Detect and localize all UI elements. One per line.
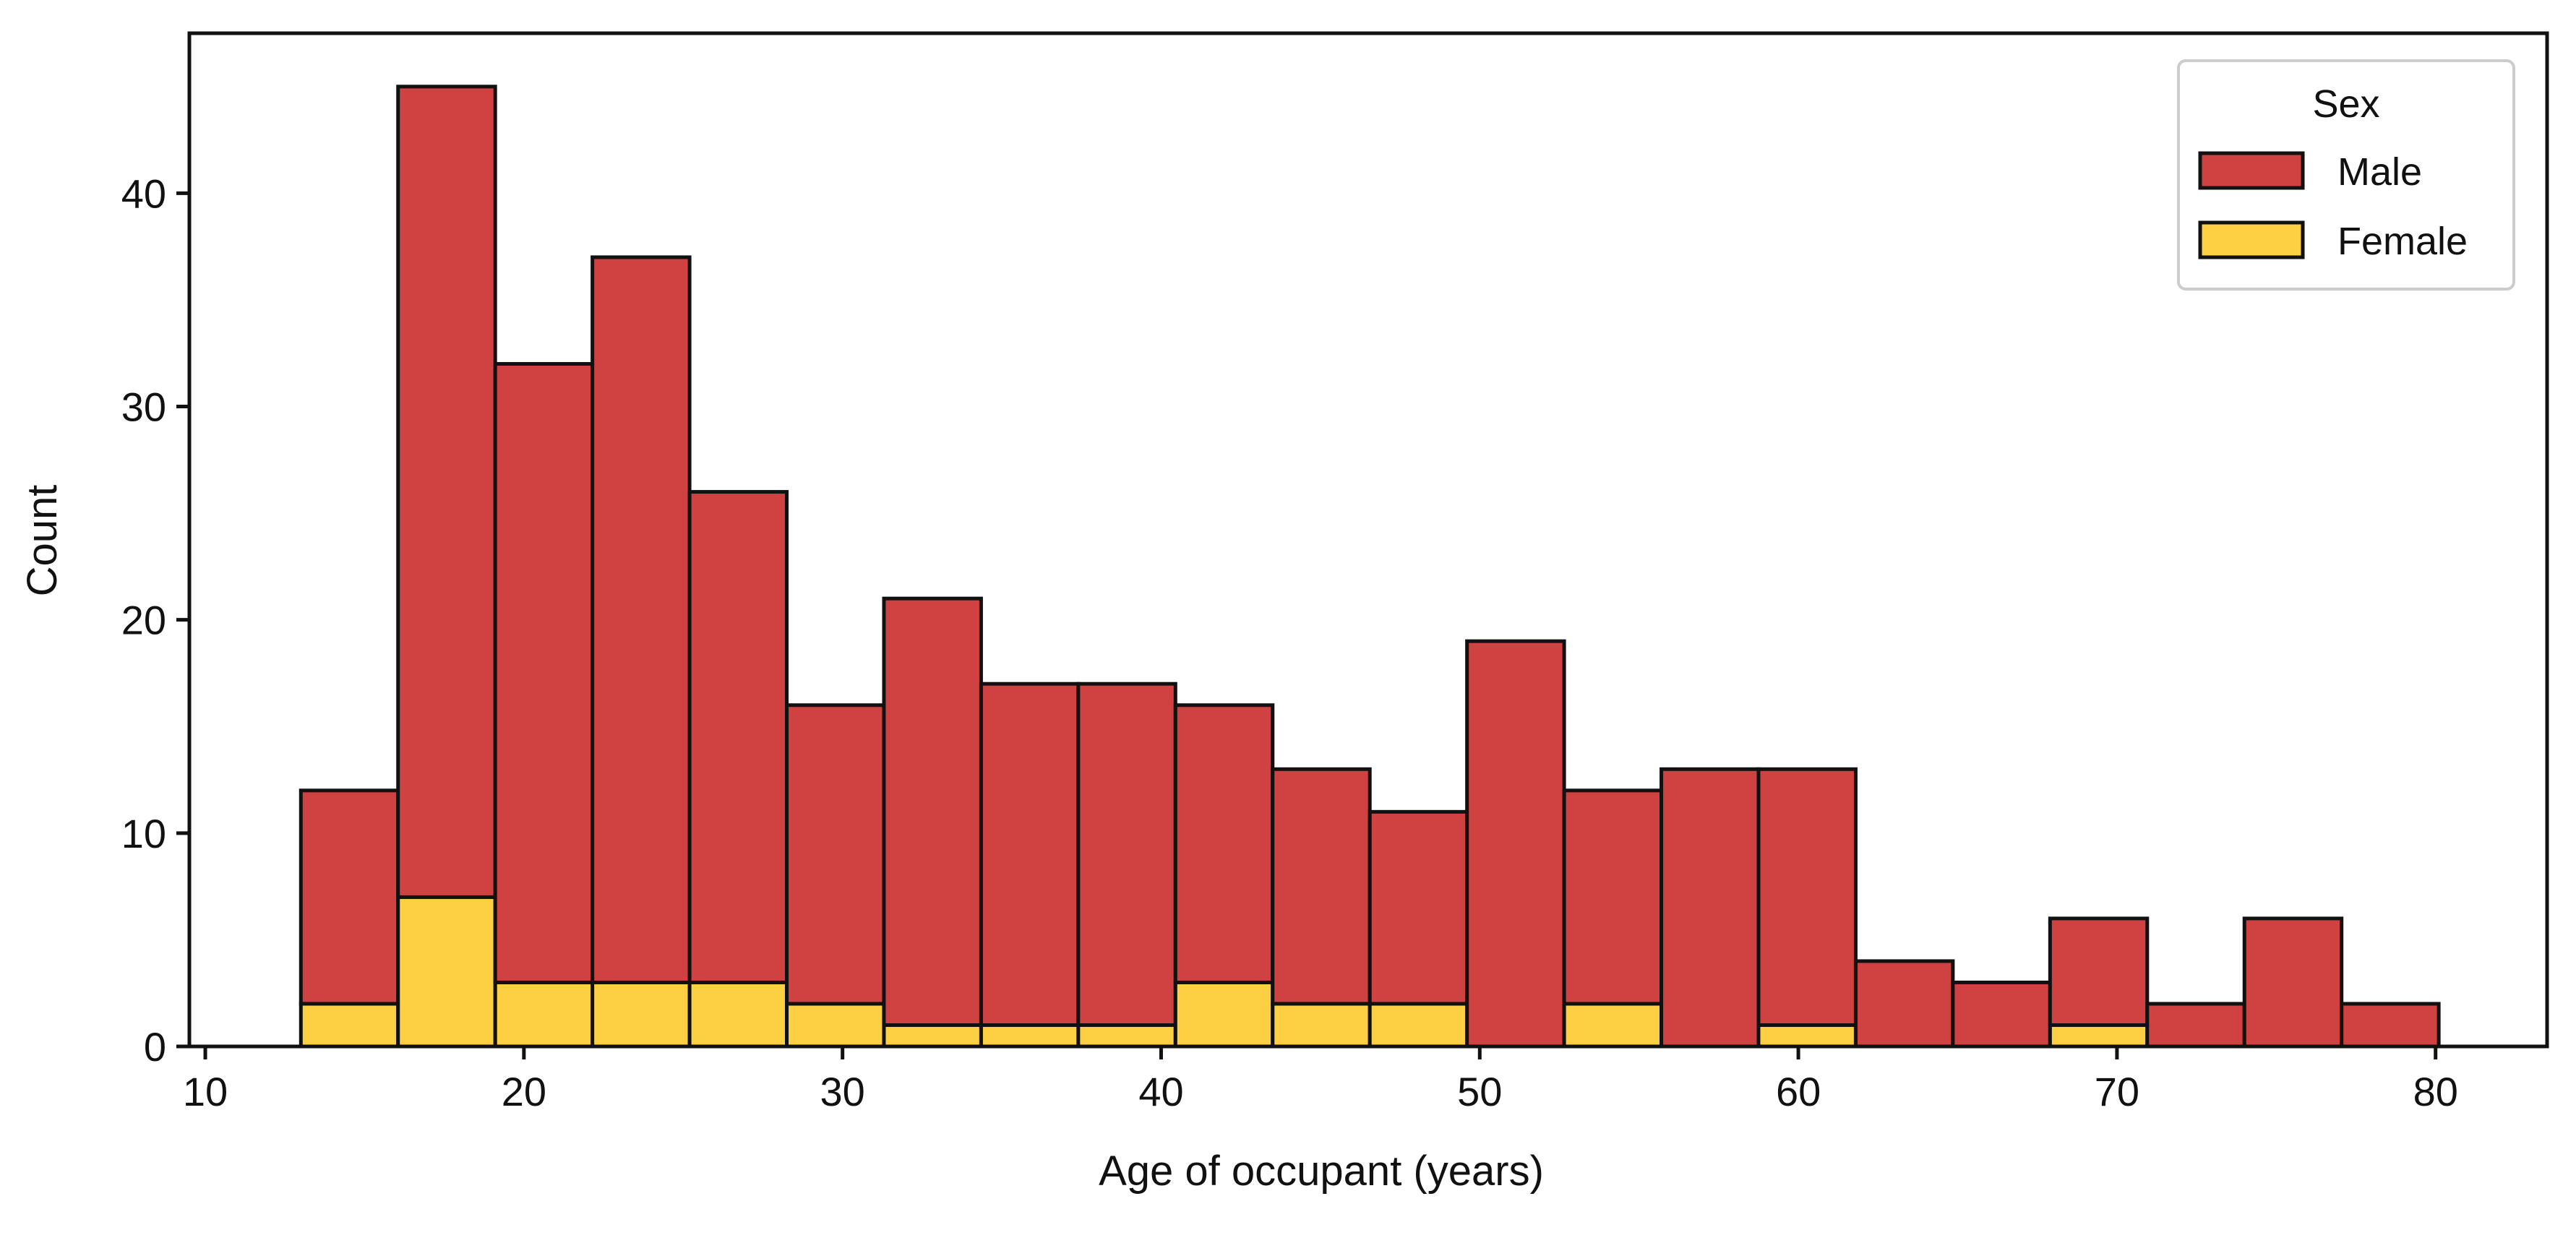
bar-female-13	[1562, 1002, 1664, 1049]
bar-male-11	[1368, 809, 1469, 1006]
y-tick-label: 30	[121, 384, 166, 430]
y-tick-label: 10	[121, 811, 166, 856]
bar-male-19	[2145, 1002, 2246, 1049]
bar-male-3	[591, 255, 692, 984]
x-tick-label: 10	[183, 1069, 228, 1114]
x-axis-label: Age of occupant (years)	[1099, 1148, 1544, 1195]
x-tick-label: 60	[1776, 1069, 1821, 1114]
legend-label-female: Female	[2337, 220, 2468, 263]
bar-female-9	[1173, 980, 1275, 1049]
x-tick-label: 80	[2413, 1069, 2458, 1114]
x-axis: 10 20 30 40 50 60 70 80	[183, 1046, 2458, 1114]
bar-male-20	[2242, 916, 2344, 1049]
y-tick-label: 40	[121, 171, 166, 216]
legend-title: Sex	[2312, 82, 2379, 126]
legend-swatch-male	[2198, 151, 2305, 190]
bar-male-17	[1951, 980, 2052, 1049]
bar-male-14	[1660, 767, 1761, 1049]
y-tick-label: 0	[144, 1024, 166, 1070]
bar-female-7	[979, 1023, 1081, 1049]
bar-male-13	[1562, 788, 1664, 1006]
bar-female-2	[493, 980, 595, 1049]
bar-male-6	[882, 596, 983, 1027]
legend: Sex Male Female	[2177, 59, 2515, 291]
bar-female-1	[396, 895, 497, 1049]
bar-female-0	[299, 1002, 400, 1049]
bar-female-11	[1368, 1002, 1469, 1049]
y-axis-label: Count	[19, 485, 66, 597]
bar-female-3	[591, 980, 692, 1049]
legend-swatch-female	[2198, 220, 2305, 259]
bar-male-21	[2340, 1002, 2441, 1049]
bar-male-10	[1271, 767, 1372, 1006]
bar-male-0	[299, 788, 400, 1006]
bar-female-6	[882, 1023, 983, 1049]
bar-female-15	[1756, 1023, 1858, 1049]
x-tick-label: 40	[1138, 1069, 1183, 1114]
y-axis: 0 10 20 30 40	[121, 171, 189, 1070]
legend-label-male: Male	[2337, 150, 2422, 194]
x-tick-label: 70	[2095, 1069, 2139, 1114]
x-tick-label: 30	[820, 1069, 865, 1114]
plot-frame	[187, 31, 2549, 1049]
bar-male-7	[979, 681, 1081, 1027]
bar-male-18	[2048, 916, 2150, 1027]
bar-female-18	[2048, 1023, 2150, 1049]
bar-female-5	[785, 1002, 886, 1049]
bar-female-10	[1271, 1002, 1372, 1049]
bar-male-4	[687, 490, 789, 984]
y-tick-label: 20	[121, 598, 166, 643]
bar-male-5	[785, 703, 886, 1006]
bar-male-12	[1465, 639, 1566, 1049]
bar-male-2	[493, 361, 595, 984]
bar-male-9	[1173, 703, 1275, 984]
bar-male-16	[1853, 959, 1955, 1049]
bars-layer	[299, 85, 2441, 1049]
bar-female-8	[1076, 1023, 1177, 1049]
bar-male-8	[1076, 681, 1177, 1027]
x-tick-label: 50	[1457, 1069, 1502, 1114]
bar-female-4	[687, 980, 789, 1049]
bar-male-1	[396, 85, 497, 899]
x-tick-label: 20	[502, 1069, 546, 1114]
bar-male-15	[1756, 767, 1858, 1027]
